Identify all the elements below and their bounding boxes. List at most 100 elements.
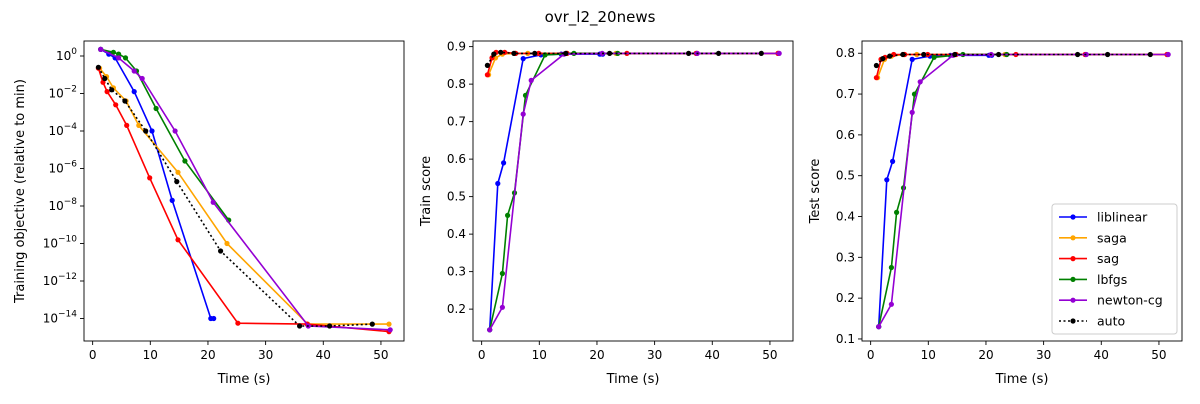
x-tick-label: 30 — [647, 348, 662, 362]
series-line-sag — [486, 51, 778, 76]
data-point-auto — [921, 51, 927, 58]
data-point-auto — [563, 50, 569, 57]
data-point-lbfgs — [182, 158, 188, 164]
y-tick-label: 0.6 — [447, 152, 466, 166]
data-point-liblinear — [520, 56, 526, 62]
y-tick-label: 0.6 — [836, 128, 855, 142]
axes-frame — [83, 40, 405, 342]
data-point-auto — [484, 62, 490, 68]
data-point-lbfgs — [499, 270, 505, 277]
data-point-auto — [102, 75, 108, 82]
axes-frame — [472, 40, 794, 342]
data-point-newton-cg — [131, 68, 137, 74]
data-point-sag — [536, 50, 542, 57]
data-point-lbfgs — [505, 212, 511, 218]
x-tick-label: 30 — [1036, 348, 1051, 362]
data-point-auto — [95, 64, 101, 70]
data-point-lbfgs — [911, 91, 918, 97]
data-point-newton-cg — [172, 128, 178, 134]
y-tick-label: 0.4 — [447, 227, 466, 241]
data-point-lbfgs — [110, 49, 116, 55]
x-tick-label: 0 — [867, 348, 875, 362]
series-line-liblinear — [877, 54, 992, 327]
data-point-newton-cg — [917, 79, 923, 85]
y-tick-label: 0.5 — [836, 169, 855, 183]
data-point-auto — [880, 56, 886, 62]
y-tick-label: 0.1 — [836, 332, 855, 346]
y-tick-label: 10−2 — [48, 85, 77, 101]
data-point-sag — [175, 237, 181, 243]
legend-marker — [1070, 276, 1076, 282]
x-tick-label: 50 — [373, 348, 388, 362]
legend-entry-liblinear: liblinear — [1059, 210, 1148, 225]
x-tick-label: 0 — [89, 348, 97, 362]
data-point-auto — [109, 87, 115, 93]
x-tick-label: 10 — [921, 348, 936, 362]
chart-panel-2: 0 10 20 30 40 50 0.2 0.3 0.4 0.5 0.6 0.7 0.8 0.9 Time … — [419, 40, 794, 387]
y-axis-label: Training objective (relative to min) — [13, 79, 28, 304]
y-axis-label: Test score — [808, 159, 823, 225]
x-tick-label: 50 — [1151, 348, 1166, 362]
y-tick-label: 10−6 — [48, 160, 77, 176]
chart-panel-1: 0 10 20 30 40 50 100 10−2 10−4 10−6 10−8 10−10 10−12… — [13, 40, 405, 387]
legend-marker — [1070, 318, 1076, 324]
data-point-sag — [124, 122, 130, 128]
y-tick-label: 100 — [56, 47, 77, 63]
series-line-lbfgs — [488, 52, 618, 330]
data-point-sag — [113, 102, 119, 108]
plot-area — [95, 46, 393, 335]
chart-panel-3: 0 10 20 30 40 50 0.1 0.2 0.3 0.4 0.5 0.6 0.7 0.8 Time … — [808, 40, 1183, 387]
y-tick-label: 0.7 — [447, 115, 466, 129]
data-point-saga — [386, 321, 392, 327]
data-point-newton-cg — [387, 327, 393, 333]
data-point-saga — [175, 169, 181, 175]
legend-entry-lbfgs: lbfgs — [1059, 272, 1127, 287]
data-point-auto — [511, 50, 517, 57]
data-point-newton-cg — [888, 301, 895, 307]
data-point-auto — [491, 51, 497, 57]
data-point-auto — [996, 51, 1002, 58]
x-axis-label: Time (s) — [217, 372, 271, 387]
legend-entry-auto: auto — [1059, 314, 1125, 329]
data-point-lbfgs — [116, 51, 122, 57]
x-tick-label: 50 — [762, 348, 777, 362]
data-point-liblinear — [501, 160, 507, 166]
x-tick-label: 10 — [143, 348, 158, 362]
y-tick-label: 0.8 — [447, 77, 466, 91]
x-tick-label: 40 — [316, 348, 331, 362]
data-point-auto — [369, 321, 375, 327]
series-line-newton-cg — [878, 53, 1169, 328]
data-point-lbfgs — [894, 209, 900, 215]
x-axis-label: Time (s) — [995, 372, 1049, 387]
data-point-auto — [952, 51, 958, 58]
series-line-liblinear — [100, 48, 214, 320]
legend-label: sag — [1097, 251, 1119, 266]
x-tick-label: 20 — [589, 348, 604, 362]
data-point-auto — [873, 62, 880, 69]
y-tick-label: 0.7 — [836, 87, 855, 101]
data-point-lbfgs — [931, 54, 937, 60]
data-point-newton-cg — [499, 304, 505, 310]
series-line-saga — [98, 67, 389, 325]
data-point-sag — [147, 175, 153, 181]
legend-marker — [1070, 256, 1076, 262]
data-point-auto — [716, 50, 722, 57]
legend-entry-saga: saga — [1059, 230, 1127, 245]
data-point-auto — [174, 179, 180, 185]
legend-marker — [1070, 235, 1076, 241]
legend-label: saga — [1097, 230, 1127, 245]
axes-frame — [861, 40, 1183, 342]
legend-label: liblinear — [1097, 210, 1148, 225]
data-point-auto — [143, 128, 149, 134]
data-point-liblinear — [909, 56, 915, 63]
data-point-newton-cg — [1165, 51, 1171, 58]
data-point-liblinear — [131, 89, 137, 95]
legend-entry-sag: sag — [1059, 251, 1119, 266]
y-tick-label: 10−12 — [43, 272, 77, 288]
y-tick-label: 10−8 — [48, 197, 77, 213]
data-point-liblinear — [211, 315, 217, 322]
data-point-lbfgs — [888, 264, 895, 271]
legend-box — [1051, 203, 1178, 335]
data-point-auto — [900, 51, 906, 58]
